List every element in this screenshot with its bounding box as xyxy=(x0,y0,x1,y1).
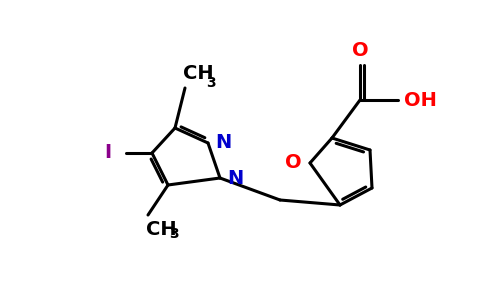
Text: CH: CH xyxy=(146,220,177,239)
Text: I: I xyxy=(105,143,112,163)
Text: N: N xyxy=(215,134,231,152)
Text: 3: 3 xyxy=(206,76,216,90)
Text: O: O xyxy=(352,41,368,60)
Text: CH: CH xyxy=(183,64,213,83)
Text: 3: 3 xyxy=(169,227,179,241)
Text: OH: OH xyxy=(404,91,437,110)
Text: O: O xyxy=(286,154,302,172)
Text: N: N xyxy=(227,169,243,188)
